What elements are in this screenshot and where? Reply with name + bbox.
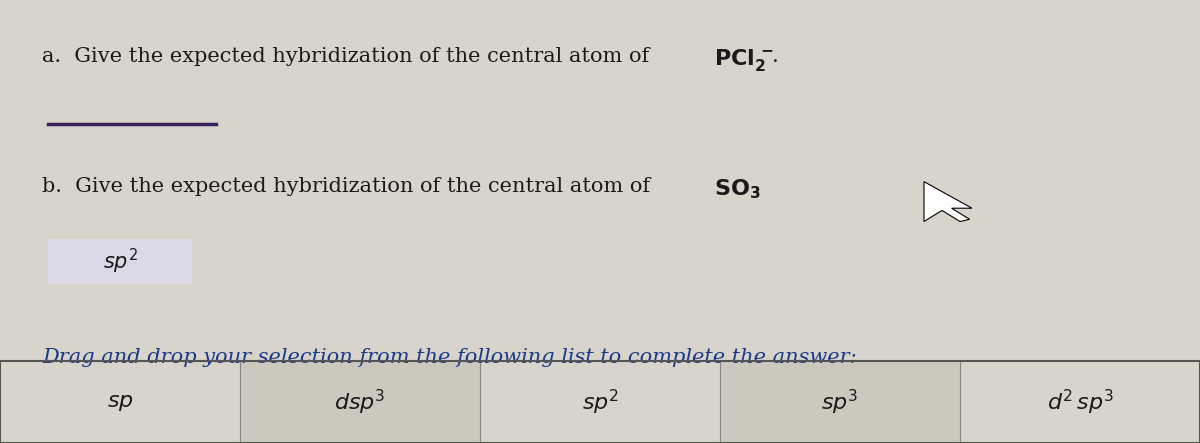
FancyBboxPatch shape — [720, 361, 960, 443]
Text: .: . — [772, 47, 779, 66]
Text: $\mathbf{SO_3}$: $\mathbf{SO_3}$ — [714, 177, 761, 201]
Text: $sp^3$: $sp^3$ — [822, 388, 858, 416]
Text: b.  Give the expected hybridization of the central atom of: b. Give the expected hybridization of th… — [42, 177, 656, 196]
FancyBboxPatch shape — [0, 361, 1200, 443]
FancyBboxPatch shape — [480, 361, 720, 443]
Text: $sp$: $sp$ — [107, 391, 133, 413]
FancyBboxPatch shape — [0, 361, 240, 443]
Text: .: . — [754, 177, 761, 196]
Text: Drag and drop your selection from the following list to complete the answer:: Drag and drop your selection from the fo… — [42, 348, 857, 367]
Text: $d^2\,sp^3$: $d^2\,sp^3$ — [1046, 388, 1114, 416]
Text: $sp^2$: $sp^2$ — [102, 247, 138, 276]
Text: $sp^2$: $sp^2$ — [582, 388, 618, 416]
FancyBboxPatch shape — [960, 361, 1200, 443]
FancyBboxPatch shape — [48, 239, 192, 284]
FancyBboxPatch shape — [240, 361, 480, 443]
Polygon shape — [924, 182, 972, 222]
Text: $dsp^3$: $dsp^3$ — [335, 388, 385, 416]
Text: $\mathbf{PCl_2^{\,-}}$: $\mathbf{PCl_2^{\,-}}$ — [714, 47, 773, 73]
Text: a.  Give the expected hybridization of the central atom of: a. Give the expected hybridization of th… — [42, 47, 656, 66]
